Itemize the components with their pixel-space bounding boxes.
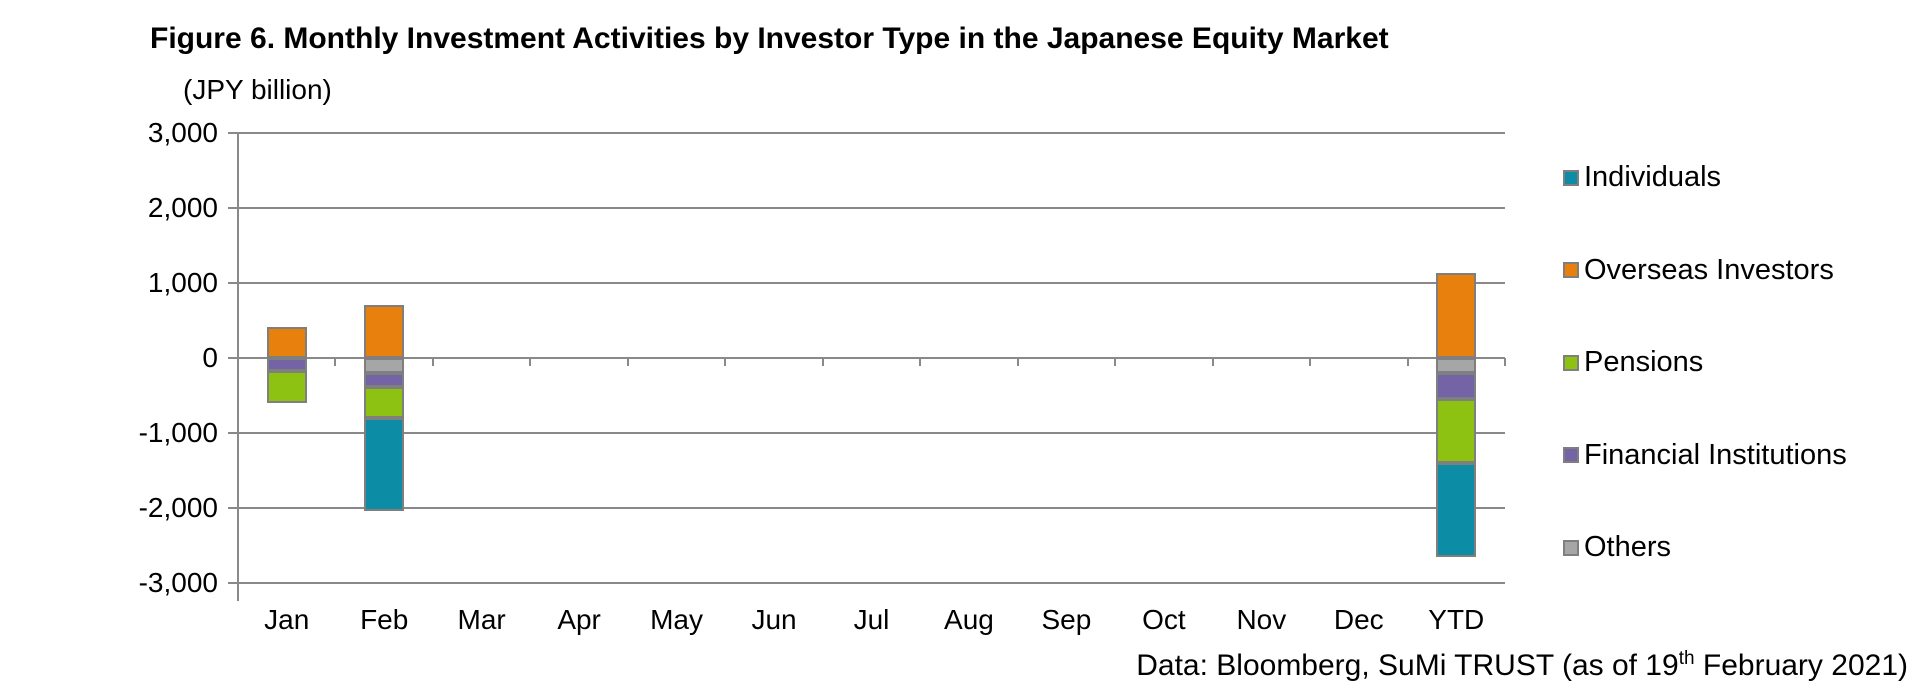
source-text-suffix: February 2021) bbox=[1694, 649, 1908, 682]
category-axis-tick bbox=[237, 358, 239, 366]
gridline bbox=[238, 207, 1505, 209]
x-axis-label: Mar bbox=[457, 604, 506, 635]
gridline bbox=[238, 507, 1505, 509]
bar-segment bbox=[1436, 373, 1477, 400]
bar-segment bbox=[364, 304, 405, 358]
bar-segment bbox=[266, 327, 307, 358]
legend-color-swatch bbox=[1563, 539, 1579, 556]
legend-item: Individuals bbox=[1563, 161, 1721, 194]
x-axis-label: Jan bbox=[264, 604, 310, 635]
x-axis-label: Jul bbox=[853, 604, 890, 635]
y-axis-tick bbox=[228, 357, 238, 359]
y-axis-unit-label: (JPY billion) bbox=[183, 74, 332, 105]
gridline bbox=[238, 282, 1505, 284]
y-axis-tick bbox=[228, 582, 238, 584]
y-axis-tick-label: -2,000 bbox=[138, 492, 218, 523]
category-axis-tick bbox=[1114, 358, 1117, 366]
bar-segment bbox=[1436, 399, 1477, 463]
legend-color-swatch bbox=[1563, 262, 1579, 278]
bar-segment bbox=[364, 373, 405, 387]
x-axis-label: Feb bbox=[360, 604, 409, 635]
legend-item: Others bbox=[1563, 531, 1671, 564]
y-axis-tick-label: 3,000 bbox=[147, 117, 218, 148]
category-axis-tick bbox=[334, 358, 337, 366]
legend-color-swatch bbox=[1563, 354, 1579, 371]
x-axis-label: Sep bbox=[1041, 604, 1092, 635]
y-axis-tick-label: 1,000 bbox=[147, 267, 218, 298]
x-axis-label: May bbox=[650, 604, 704, 635]
y-axis-tick-label: 0 bbox=[202, 342, 218, 373]
category-axis-tick bbox=[626, 358, 629, 366]
category-axis-tick bbox=[431, 358, 434, 366]
bar-segment bbox=[1436, 358, 1477, 373]
category-axis-tick bbox=[1211, 358, 1214, 366]
y-axis-tick bbox=[228, 282, 238, 284]
y-axis-tick bbox=[228, 132, 238, 134]
legend-label: Individuals bbox=[1584, 161, 1722, 193]
category-axis-tick bbox=[1309, 358, 1312, 366]
x-axis-label: Nov bbox=[1236, 604, 1287, 635]
y-axis-tick-label: -1,000 bbox=[138, 417, 218, 448]
category-axis-tick bbox=[724, 358, 727, 366]
y-axis-line bbox=[237, 133, 239, 601]
y-axis-tick bbox=[228, 207, 238, 209]
legend-label: Pensions bbox=[1584, 346, 1704, 378]
category-axis-tick bbox=[821, 358, 824, 366]
gridline bbox=[238, 582, 1505, 584]
x-axis-label: Jun bbox=[751, 604, 797, 635]
source-superscript: th bbox=[1678, 648, 1695, 669]
bar-segment bbox=[266, 370, 307, 403]
gridline bbox=[238, 132, 1505, 134]
category-axis-tick bbox=[1016, 358, 1019, 366]
source-text: Data: Bloomberg, SuMi TRUST (as of 19 bbox=[1136, 649, 1679, 682]
bar-segment bbox=[364, 386, 405, 418]
legend-color-swatch bbox=[1563, 169, 1579, 186]
y-axis-tick-label: 2,000 bbox=[147, 192, 218, 223]
x-axis-label: Apr bbox=[557, 604, 601, 635]
legend-label: Overseas Investors bbox=[1584, 253, 1834, 286]
x-axis-label: YTD bbox=[1428, 604, 1485, 635]
legend-label: Others bbox=[1584, 531, 1672, 563]
category-axis-tick bbox=[1504, 358, 1506, 366]
gridline bbox=[238, 432, 1505, 434]
legend-item: Pensions bbox=[1563, 346, 1703, 379]
legend-color-swatch bbox=[1563, 447, 1579, 463]
y-axis-tick-label: -3,000 bbox=[138, 567, 218, 598]
category-axis-tick bbox=[529, 358, 532, 366]
bar-segment bbox=[364, 418, 405, 511]
bar-segment bbox=[1436, 463, 1477, 557]
figure-title: Figure 6. Monthly Investment Activities … bbox=[150, 22, 1389, 55]
legend-item: Financial Institutions bbox=[1563, 439, 1847, 472]
bar-segment bbox=[266, 358, 307, 371]
y-axis-tick bbox=[228, 507, 238, 509]
legend-item: Overseas Investors bbox=[1563, 254, 1834, 287]
bar-segment bbox=[364, 358, 405, 373]
category-axis-tick bbox=[1406, 358, 1409, 366]
legend-label: Financial Institutions bbox=[1584, 438, 1847, 471]
category-axis-tick bbox=[919, 358, 922, 366]
x-axis-label: Oct bbox=[1142, 604, 1186, 635]
bar-segment bbox=[1436, 273, 1477, 358]
x-axis-label: Dec bbox=[1333, 604, 1384, 635]
x-axis-label: Aug bbox=[944, 604, 994, 635]
data-source-note: Data: Bloomberg, SuMi TRUST (as of 19th … bbox=[1136, 648, 1908, 683]
gridline bbox=[238, 357, 1505, 359]
y-axis-tick bbox=[228, 432, 238, 434]
